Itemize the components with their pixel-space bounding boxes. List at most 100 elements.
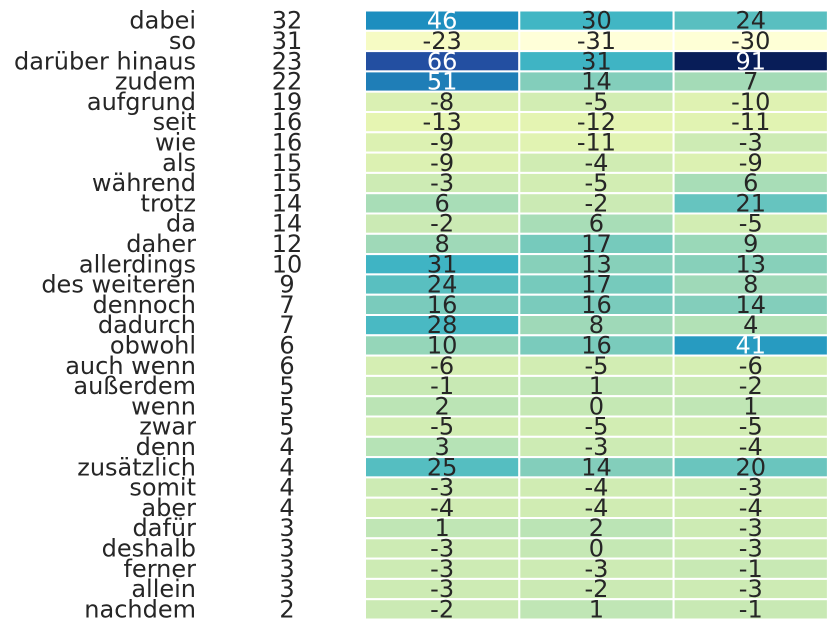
- row-label: ferner: [123, 555, 196, 583]
- row-label: dabei: [129, 7, 196, 35]
- row-count: 5: [279, 413, 294, 441]
- row-label: dafür: [133, 514, 197, 542]
- cell-value-label: -2: [430, 595, 454, 623]
- cell-value-label: 9: [743, 230, 758, 258]
- row-label: aufgrund: [87, 88, 196, 116]
- row-count: 6: [279, 352, 294, 380]
- row-label: denn: [136, 433, 196, 461]
- cell-value-label: 1: [435, 514, 450, 542]
- row-count: 14: [272, 210, 303, 238]
- row-count: 10: [272, 250, 303, 278]
- cell-value-label: -2: [739, 372, 763, 400]
- cell-value-label: 2: [435, 392, 450, 420]
- cell-value-label: -6: [430, 352, 454, 380]
- row-label: zusätzlich: [77, 453, 196, 481]
- cell-value-label: -8: [430, 88, 454, 116]
- row-count: 16: [272, 128, 303, 156]
- cell-value-label: -5: [584, 169, 608, 197]
- cell-value-label: 1: [743, 392, 758, 420]
- row-count: 3: [279, 555, 294, 583]
- cell-value-label: -3: [430, 169, 454, 197]
- cell-value-label: -4: [739, 433, 763, 461]
- cell-value-label: -4: [584, 149, 608, 177]
- row-count: 6: [279, 331, 294, 359]
- row-count: 2: [279, 595, 294, 623]
- row-label: wie: [155, 128, 196, 156]
- cell-value-label: -5: [739, 413, 763, 441]
- row-label: so: [169, 27, 196, 55]
- row-count: 22: [272, 68, 303, 96]
- row-label: somit: [129, 474, 196, 502]
- row-label: obwohl: [110, 331, 196, 359]
- row-label: zudem: [115, 68, 196, 96]
- count-column: 3231232219161615151414121097766555444433…: [272, 7, 303, 624]
- row-label: allerdings: [79, 250, 196, 278]
- row-label: wenn: [131, 392, 196, 420]
- row-count: 15: [272, 169, 303, 197]
- cell-value-label: -5: [584, 413, 608, 441]
- cell-value-label: -3: [739, 128, 763, 156]
- cell-value-label: -6: [739, 352, 763, 380]
- cell-value-label: 6: [435, 189, 450, 217]
- row-count: 15: [272, 149, 303, 177]
- row-label: des weiteren: [41, 271, 196, 299]
- row-label: allein: [131, 575, 196, 603]
- cell-value-label: -9: [430, 149, 454, 177]
- row-label: deshalb: [102, 534, 196, 562]
- cell-value-label: 8: [743, 271, 758, 299]
- row-label: seit: [153, 108, 196, 136]
- row-label: zwar: [139, 413, 196, 441]
- row-count: 3: [279, 534, 294, 562]
- row-label: auch wenn: [65, 352, 196, 380]
- cell-value-label: -5: [739, 210, 763, 238]
- cell-value-label: 6: [589, 210, 604, 238]
- row-count: 32: [272, 7, 303, 35]
- cell-value-label: 0: [589, 392, 604, 420]
- cell-value-label: -3: [739, 514, 763, 542]
- cell-value-label: 3: [435, 433, 450, 461]
- cell-value-label: -1: [430, 372, 454, 400]
- row-label: außerdem: [73, 372, 196, 400]
- cell-value-label: -3: [739, 575, 763, 603]
- cell-value-label: -5: [430, 413, 454, 441]
- cell-value-label: -1: [739, 555, 763, 583]
- cell-value-label: -4: [739, 494, 763, 522]
- row-count: 4: [279, 453, 294, 481]
- row-label: nachdem: [84, 595, 196, 623]
- row-count: 7: [279, 311, 294, 339]
- row-count: 5: [279, 392, 294, 420]
- cell-value-label: -3: [430, 555, 454, 583]
- row-label: aber: [141, 494, 196, 522]
- row-label: als: [162, 149, 196, 177]
- cell-value-label: -4: [584, 494, 608, 522]
- cell-value-label: -5: [584, 352, 608, 380]
- row-label: dadurch: [98, 311, 196, 339]
- cell-value-label: 1: [589, 372, 604, 400]
- row-count: 16: [272, 108, 303, 136]
- cell-value-label: -9: [430, 128, 454, 156]
- cell-value-label: -3: [430, 474, 454, 502]
- row-label: während: [92, 169, 196, 197]
- row-label: dennoch: [92, 291, 196, 319]
- cell-value-label: 8: [435, 230, 450, 258]
- cell-value-label: -1: [739, 595, 763, 623]
- row-count: 31: [272, 27, 303, 55]
- cell-value-label: 1: [589, 595, 604, 623]
- cell-value-label: -3: [584, 555, 608, 583]
- cell-value-label: -3: [430, 534, 454, 562]
- cell-value-label: -2: [584, 575, 608, 603]
- row-count: 7: [279, 291, 294, 319]
- row-count: 3: [279, 514, 294, 542]
- row-count: 9: [279, 271, 294, 299]
- cell-value-label: -2: [584, 189, 608, 217]
- cell-value-label: 2: [589, 514, 604, 542]
- cell-value-label: -9: [739, 149, 763, 177]
- row-count: 4: [279, 494, 294, 522]
- row-count: 3: [279, 575, 294, 603]
- row-count: 4: [279, 474, 294, 502]
- cell-value-label: 8: [589, 311, 604, 339]
- row-count: 23: [272, 47, 303, 75]
